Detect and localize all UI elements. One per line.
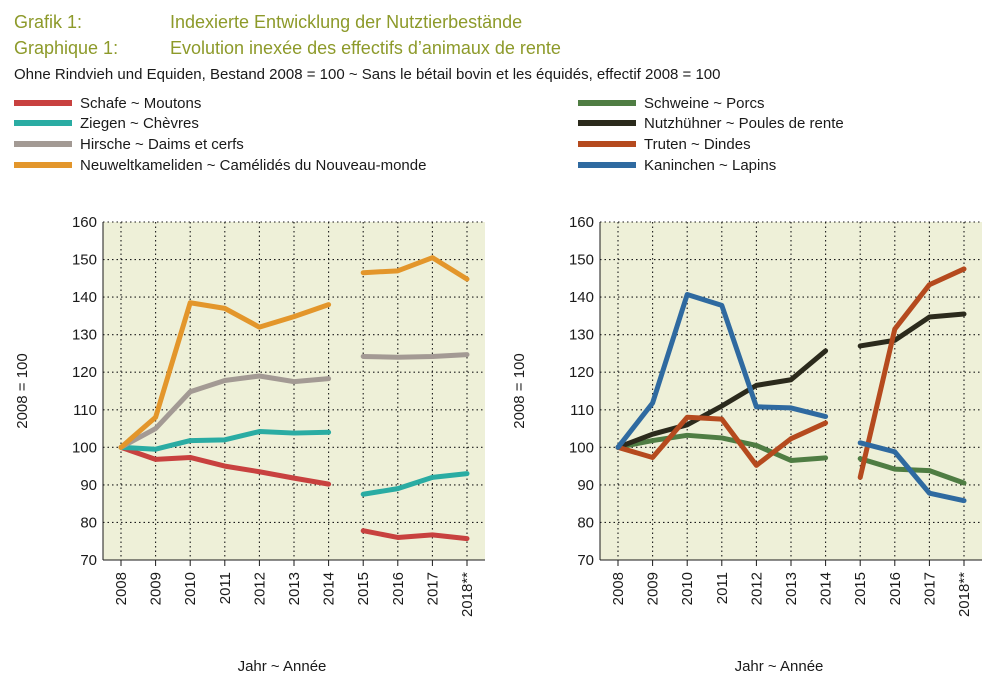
series-line-nutzhuehner-segment-2 (857, 311, 967, 349)
x-tick-label: 2018** (459, 572, 476, 617)
series-line-truten-segment-1 (615, 414, 829, 468)
plot-area (103, 222, 485, 560)
legend-item-ziegen: Ziegen ~ Chèvres (14, 114, 199, 134)
y-tick-label: 70 (80, 552, 97, 569)
y-tick-label: 130 (72, 327, 97, 344)
y-tick-label: 150 (569, 252, 594, 269)
x-tick-label: 2010 (182, 572, 199, 605)
y-tick-label: 160 (569, 214, 594, 231)
legend-item-truten: Truten ~ Dindes (578, 135, 751, 155)
y-tick-label: 100 (72, 439, 97, 456)
x-axis-label: Jahr ~ Année (238, 658, 327, 675)
x-tick-label: 2009 (645, 572, 662, 605)
series-line-ziegen-segment-2 (360, 471, 470, 497)
y-tick-label: 140 (569, 289, 594, 306)
x-tick-label: 2016 (390, 572, 407, 605)
chart-panel-2: 70 80 90 100 110 120 130 140 150 160 2008 2009 2010 2… (511, 214, 982, 675)
legend-label: Schafe ~ Moutons (80, 95, 202, 112)
x-tick-label: 2014 (321, 572, 338, 605)
legend-swatch (578, 141, 636, 148)
series-line-schweine-segment-1 (615, 432, 829, 463)
series-line-schafe-segment-1 (118, 444, 332, 487)
x-tick-label: 2018** (956, 572, 973, 617)
x-tick-label: 2011 (714, 572, 731, 604)
legend-label: Truten ~ Dindes (644, 136, 751, 153)
series-line-hirsche-segment-2 (360, 352, 470, 360)
y-tick-label: 100 (569, 439, 594, 456)
x-axis-label: Jahr ~ Année (735, 658, 824, 675)
legend-item-kaninchen: Kaninchen ~ Lapins (578, 156, 776, 176)
x-tick-label: 2011 (217, 572, 234, 604)
legend-swatch (14, 120, 72, 127)
y-tick-label: 80 (80, 514, 97, 531)
series-line-schafe-segment-2 (360, 528, 470, 542)
x-tick-label: 2013 (783, 572, 800, 605)
chart-title-de: Indexierte Entwicklung der Nutztierbestä… (170, 12, 523, 32)
series-line-neuweltkameliden-segment-2 (360, 255, 470, 282)
y-tick-label: 160 (72, 214, 97, 231)
x-tick-label: 2009 (148, 572, 165, 605)
legend-item-neuweltkameliden: Neuweltkameliden ~ Camélidés du Nouveau-… (14, 156, 426, 176)
x-tick-label: 2017 (424, 572, 441, 605)
series-line-hirsche-segment-1 (118, 373, 332, 450)
chart-panel-1: 70 80 90 100 110 120 130 140 150 160 2008 2009 2010 2… (14, 214, 485, 675)
x-tick-label: 2008 (610, 572, 627, 605)
legend-item-schweine: Schweine ~ Porcs (578, 94, 764, 114)
y-tick-label: 120 (72, 364, 97, 381)
y-tick-label: 80 (577, 514, 594, 531)
legend-label: Kaninchen ~ Lapins (644, 157, 777, 174)
y-tick-label: 120 (569, 364, 594, 381)
series-line-kaninchen-segment-1 (615, 291, 829, 450)
legend-swatch (578, 100, 636, 107)
y-tick-label: 90 (577, 477, 594, 494)
x-tick-label: 2017 (921, 572, 938, 605)
y-tick-label: 70 (577, 552, 594, 569)
x-tick-label: 2012 (748, 572, 765, 605)
x-tick-label: 2015 (355, 572, 372, 605)
series-line-truten-segment-2 (857, 266, 967, 480)
legend-label: Schweine ~ Porcs (644, 95, 765, 112)
x-tick-label: 2010 (679, 572, 696, 605)
chart-title-fr: Evolution inexée des effectifs d’animaux… (170, 38, 561, 58)
plot-area (600, 222, 982, 560)
y-tick-label: 110 (73, 402, 97, 419)
legend-label: Neuweltkameliden ~ Camélidés du Nouveau-… (80, 157, 427, 174)
legend-label: Hirsche ~ Daims et cerfs (80, 136, 244, 153)
legend-item-nutzhuehner: Nutzhühner ~ Poules de rente (578, 114, 844, 134)
y-tick-label: 150 (72, 252, 97, 269)
series-line-nutzhuehner-segment-1 (615, 348, 829, 450)
y-tick-label: 130 (569, 327, 594, 344)
legend-label: Ziegen ~ Chèvres (80, 115, 199, 132)
legend-label: Nutzhühner ~ Poules de rente (644, 115, 844, 132)
x-tick-label: 2013 (286, 572, 303, 605)
chart-subtitle: Ohne Rindvieh und Equiden, Bestand 2008 … (14, 66, 721, 83)
x-tick-label: 2015 (852, 572, 869, 605)
y-tick-label: 110 (570, 402, 594, 419)
series-line-neuweltkameliden-segment-1 (118, 300, 332, 450)
legend-swatch (14, 141, 72, 148)
figure-label-fr: Graphique 1: (14, 38, 119, 58)
y-axis-label: 2008 = 100 (14, 353, 31, 429)
legend-item-hirsche: Hirsche ~ Daims et cerfs (14, 135, 244, 155)
legend-item-schafe: Schafe ~ Moutons (14, 94, 201, 114)
x-tick-label: 2016 (887, 572, 904, 605)
legend-swatch (14, 100, 72, 107)
series-line-kaninchen-segment-2 (857, 440, 967, 504)
x-tick-label: 2014 (818, 572, 835, 605)
legend-swatch (578, 120, 636, 127)
legend-swatch (578, 162, 636, 169)
legend-swatch (14, 162, 72, 169)
y-tick-label: 140 (72, 289, 97, 306)
x-tick-label: 2008 (113, 572, 130, 605)
y-tick-label: 90 (80, 477, 97, 494)
x-tick-label: 2012 (251, 572, 268, 605)
series-line-ziegen-segment-1 (118, 429, 332, 452)
y-axis-label: 2008 = 100 (511, 353, 528, 429)
figure-label-de: Grafik 1: (14, 12, 83, 32)
